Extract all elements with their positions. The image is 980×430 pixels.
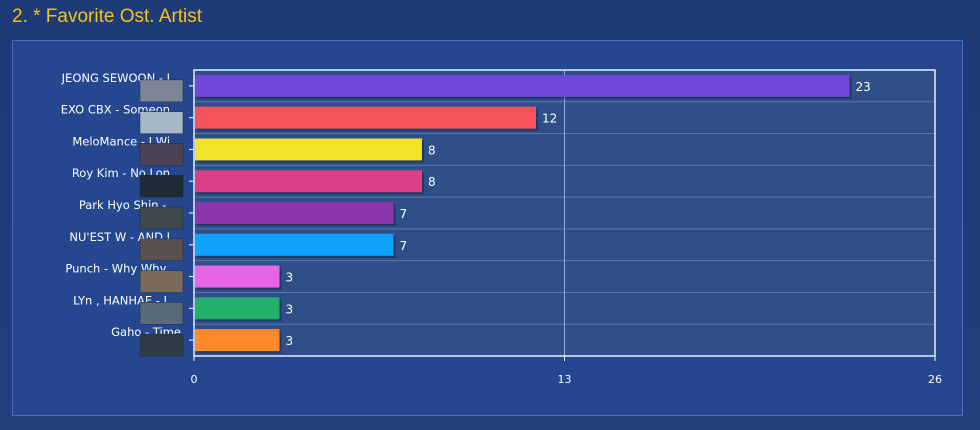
thumbnail-image [139, 143, 184, 166]
x-tick-label: 26 [928, 373, 942, 386]
thumbnail-image [139, 206, 184, 230]
bar [195, 138, 422, 161]
thumbnail-image [139, 302, 184, 325]
bar-value-label: 12 [542, 112, 557, 126]
chart-panel: 0 13 26 JEONG SEWOON - I... 23 EXO CBX - Some… [12, 40, 963, 416]
bar [195, 170, 422, 193]
bar-value-label: 3 [286, 271, 294, 285]
thumbnail-image [139, 333, 184, 357]
bar-value-label: 3 [286, 334, 294, 348]
bar-value-label: 7 [400, 207, 408, 221]
x-tick-label: 0 [191, 373, 198, 386]
bar [195, 233, 394, 256]
bar [195, 329, 280, 352]
x-tick-label: 13 [558, 373, 572, 386]
bar-value-label: 8 [428, 143, 436, 157]
thumbnail-image [139, 174, 184, 198]
bar [195, 106, 536, 129]
bar-value-label: 8 [428, 175, 436, 189]
bar-value-label: 7 [400, 239, 408, 253]
thumbnail-image [139, 270, 184, 293]
thumbnail-image [139, 79, 184, 103]
bar [195, 74, 850, 97]
bar [195, 297, 280, 320]
bar [195, 265, 280, 288]
bar-value-label: 23 [856, 80, 871, 94]
chart-title: 2. * Favorite Ost. Artist [12, 6, 203, 27]
thumbnail-image [139, 238, 184, 262]
thumbnail-image [139, 111, 184, 134]
bar [195, 202, 394, 224]
bar-value-label: 3 [286, 302, 294, 316]
